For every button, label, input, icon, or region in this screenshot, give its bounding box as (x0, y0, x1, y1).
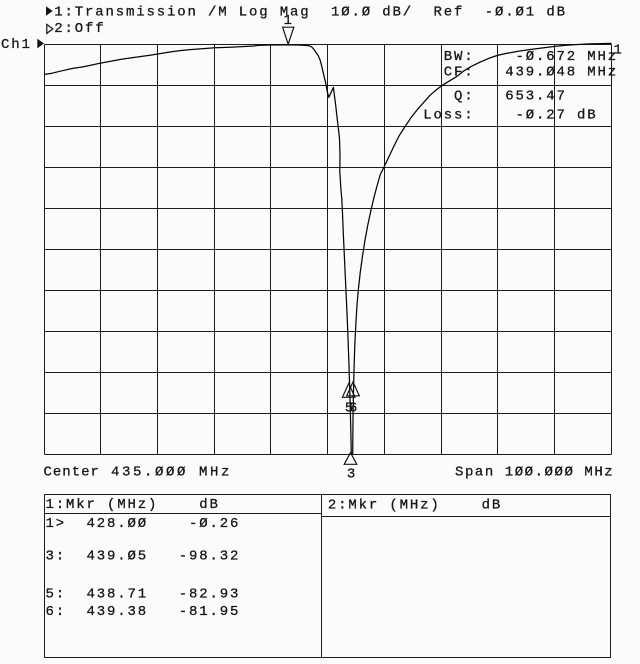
svg-text:CF:: CF: (444, 65, 475, 81)
svg-text:-Ø.672 MHz: -Ø.672 MHz (516, 49, 619, 65)
svg-text:1: 1 (614, 43, 624, 59)
svg-text:439.Ø48 MHz: 439.Ø48 MHz (505, 65, 618, 81)
svg-text:435.ØØØ MHz: 435.ØØØ MHz (111, 465, 232, 481)
svg-text:Span 1ØØ.ØØØ MHz: Span 1ØØ.ØØØ MHz (455, 465, 614, 481)
svg-text:Q:: Q: (454, 89, 475, 105)
svg-text:1:Mkr (MHz) dB: 1:Mkr (MHz) dB (46, 497, 220, 513)
svg-text:-Ø.27 dB: -Ø.27 dB (516, 108, 598, 124)
svg-text:653.47: 653.47 (505, 89, 567, 105)
svg-text:1: 1 (284, 13, 294, 29)
svg-text:Ch1: Ch1 (1, 37, 32, 53)
svg-text:5: 438.71 -82.93: 5: 438.71 -82.93 (46, 587, 241, 603)
svg-text:BW:: BW: (444, 49, 475, 65)
svg-text:1> 428.ØØ -Ø.26: 1> 428.ØØ -Ø.26 (46, 516, 241, 532)
svg-text:Center: Center (44, 465, 100, 481)
svg-text:3: 439.Ø5 -98.32: 3: 439.Ø5 -98.32 (46, 548, 241, 564)
svg-text:2:Mkr (MHz) dB: 2:Mkr (MHz) dB (328, 498, 502, 514)
svg-text:1:Transmission /M Log Mag 1Ø.: 1:Transmission /M Log Mag 1Ø.Ø dB/ Ref -… (54, 5, 567, 21)
svg-text:6: 439.38 -81.95: 6: 439.38 -81.95 (46, 604, 241, 620)
svg-text:2:Off: 2:Off (54, 21, 105, 37)
svg-text:5: 5 (345, 401, 355, 417)
svg-text:6: 6 (349, 401, 359, 417)
svg-text:Loss:: Loss: (423, 108, 474, 124)
svg-text:3: 3 (347, 467, 357, 483)
